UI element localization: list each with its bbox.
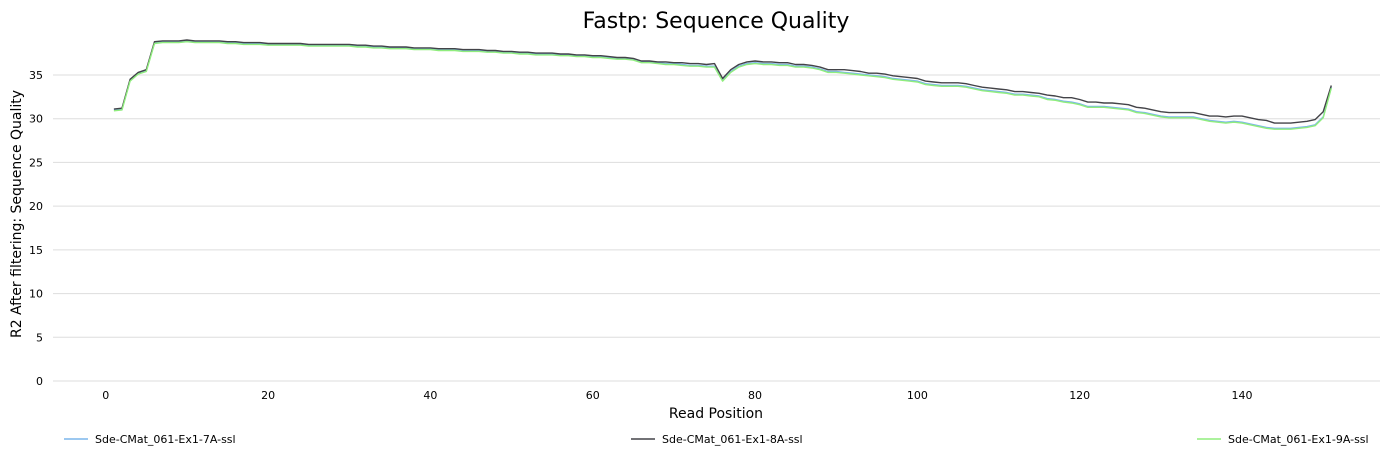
y-gridlines: [53, 74, 1380, 382]
y-axis-label: R2 After filtering: Sequence Quality: [9, 90, 25, 338]
x-tick-label: 140: [1232, 389, 1253, 402]
legend-item[interactable]: Sde-CMat_061-Ex1-9A-ssl: [1197, 433, 1369, 446]
legend-item[interactable]: Sde-CMat_061-Ex1-8A-ssl: [631, 433, 803, 446]
series-line-2: [113, 39, 1332, 124]
x-tick-label: 100: [907, 389, 928, 402]
series-lines: [113, 39, 1332, 130]
x-tick-label: 20: [261, 389, 275, 402]
x-tick-labels: 0 20 40 60 80 100 120 140: [102, 389, 1252, 402]
y-tick-label: 30: [29, 113, 43, 126]
y-tick-labels: 0 5 10 15 20 25 30 35: [29, 69, 43, 388]
x-tick-label: 120: [1069, 389, 1090, 402]
y-tick-label: 0: [36, 375, 43, 388]
y-tick-label: 5: [36, 331, 43, 344]
y-tick-label: 10: [29, 288, 43, 301]
legend-item[interactable]: Sde-CMat_061-Ex1-7A-ssl: [64, 433, 236, 446]
y-tick-label: 15: [29, 244, 43, 257]
x-tick-label: 40: [423, 389, 437, 402]
x-tick-label: 0: [102, 389, 109, 402]
x-axis-label: Read Position: [669, 406, 763, 422]
legend: Sde-CMat_061-Ex1-7A-ssl Sde-CMat_061-Ex1-…: [64, 433, 1369, 446]
legend-label: Sde-CMat_061-Ex1-7A-ssl: [95, 433, 236, 446]
y-tick-label: 20: [29, 200, 43, 213]
legend-label: Sde-CMat_061-Ex1-8A-ssl: [662, 433, 803, 446]
series-line-1: [113, 40, 1332, 130]
x-tick-label: 60: [586, 389, 600, 402]
x-tick-label: 80: [748, 389, 762, 402]
y-tick-label: 35: [29, 69, 43, 82]
y-tick-label: 25: [29, 156, 43, 169]
chart-title: Fastp: Sequence Quality: [583, 9, 850, 34]
legend-label: Sde-CMat_061-Ex1-9A-ssl: [1228, 433, 1369, 446]
series-line-3: [113, 41, 1332, 130]
